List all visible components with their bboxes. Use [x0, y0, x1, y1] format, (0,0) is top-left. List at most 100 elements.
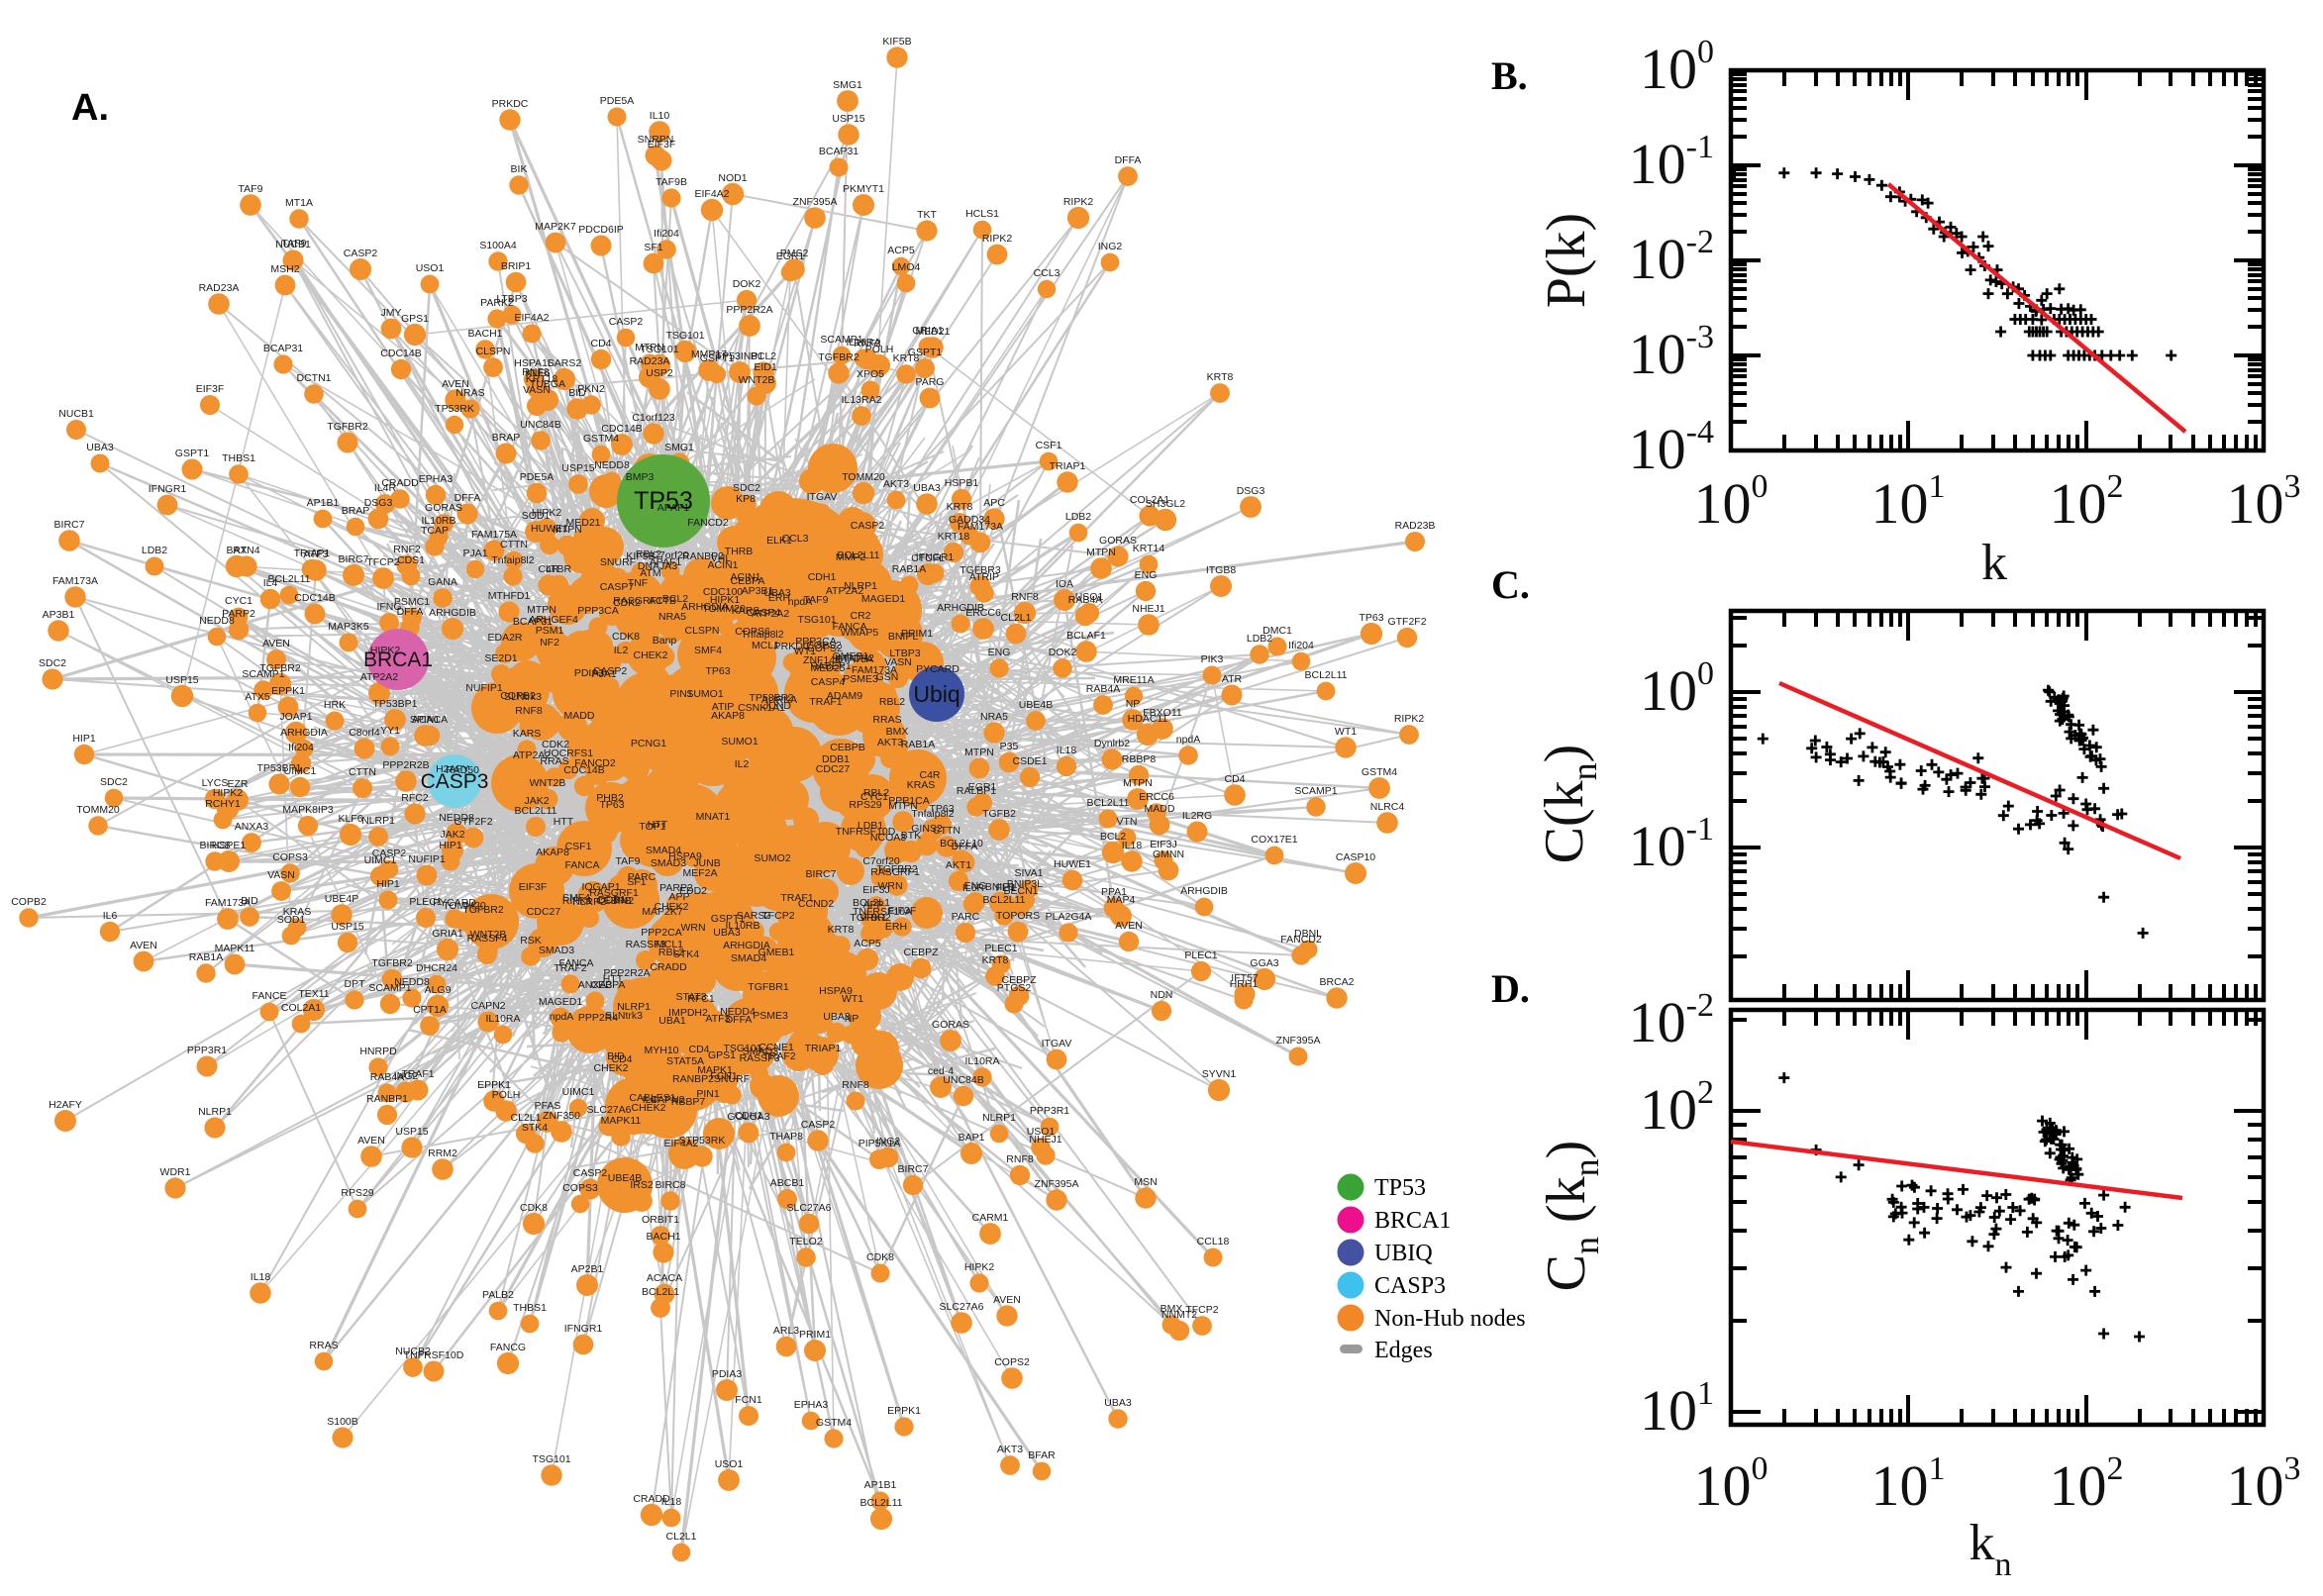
svg-text:DPT: DPT: [345, 978, 366, 990]
svg-text:PPP3CA: PPP3CA: [577, 605, 618, 617]
svg-text:NEDD8: NEDD8: [439, 812, 474, 824]
svg-text:IL10RA: IL10RA: [964, 1055, 999, 1067]
svg-text:KRAS: KRAS: [283, 906, 312, 918]
svg-text:IL6R: IL6R: [962, 882, 985, 894]
svg-text:MTPN: MTPN: [635, 342, 664, 353]
svg-text:NLRP2: NLRP2: [572, 896, 606, 908]
svg-text:HIP1: HIP1: [72, 733, 96, 745]
svg-text:HNRPD: HNRPD: [359, 1046, 397, 1057]
svg-text:UBA3: UBA3: [763, 587, 791, 599]
svg-text:UBIQ: UBIQ: [1374, 1241, 1433, 1266]
svg-text:ERH: ERH: [768, 592, 790, 604]
svg-text:Edges: Edges: [1374, 1338, 1433, 1363]
svg-text:NLRP1: NLRP1: [844, 580, 877, 592]
svg-text:DDB1: DDB1: [822, 753, 850, 765]
svg-text:NRA5: NRA5: [980, 711, 1008, 723]
svg-text:KRT8: KRT8: [982, 954, 1009, 966]
svg-text:PRKDC: PRKDC: [492, 98, 529, 110]
svg-text:EDA2R: EDA2R: [487, 632, 522, 644]
svg-text:CASP2: CASP2: [372, 848, 407, 859]
svg-text:Ifi204: Ifi204: [288, 742, 314, 753]
svg-text:WT1: WT1: [794, 646, 816, 657]
svg-text:BRIP1: BRIP1: [501, 260, 532, 272]
svg-text:PSME3: PSME3: [843, 673, 878, 685]
svg-text:TKT: TKT: [917, 209, 937, 221]
svg-text:RNF8: RNF8: [522, 366, 550, 378]
svg-text:ARHGDIB: ARHGDIB: [1180, 885, 1228, 897]
svg-text:APAF1: APAF1: [657, 502, 690, 514]
svg-text:IL10RB: IL10RB: [725, 920, 759, 932]
svg-text:ATX5: ATX5: [245, 691, 270, 703]
svg-text:CAPN2: CAPN2: [650, 1094, 684, 1106]
svg-text:BCL2L1: BCL2L1: [642, 1286, 679, 1298]
svg-text:TAF9: TAF9: [239, 183, 263, 195]
svg-text:HSPE1: HSPE1: [212, 840, 247, 851]
svg-text:PARC: PARC: [952, 911, 980, 923]
svg-text:ATP2A2: ATP2A2: [826, 585, 863, 597]
svg-text:UBE4B: UBE4B: [1019, 699, 1053, 711]
svg-text:POLH: POLH: [492, 1089, 521, 1101]
svg-text:CDK2: CDK2: [613, 597, 641, 609]
svg-text:CL2L1: CL2L1: [511, 1112, 542, 1124]
svg-text:DFFA: DFFA: [454, 492, 481, 504]
svg-text:SLC27A6: SLC27A6: [940, 1301, 984, 1313]
svg-text:PARC: PARC: [628, 871, 656, 883]
svg-text:HSPB1: HSPB1: [945, 477, 979, 489]
svg-text:EGR1: EGR1: [968, 781, 997, 793]
svg-text:CDH1: CDH1: [808, 571, 837, 583]
svg-text:SCAMP1: SCAMP1: [242, 668, 284, 680]
svg-text:BRCA1: BRCA1: [363, 648, 433, 671]
svg-text:RAD23A: RAD23A: [199, 282, 240, 294]
svg-text:BCAP31: BCAP31: [819, 146, 858, 157]
svg-text:MTPN: MTPN: [1086, 547, 1116, 558]
svg-text:TRAF2: TRAF2: [554, 962, 586, 974]
svg-text:ATM: ATM: [640, 567, 660, 579]
svg-text:USO1: USO1: [715, 1458, 744, 1470]
svg-text:RAD23A: RAD23A: [630, 355, 670, 367]
svg-text:BFAR: BFAR: [1028, 1449, 1056, 1461]
svg-text:CASP2: CASP2: [851, 520, 885, 532]
svg-text:GMNN: GMNN: [1153, 848, 1184, 860]
svg-text:AKT3: AKT3: [997, 1444, 1023, 1455]
svg-text:HTT: HTT: [603, 973, 624, 985]
svg-text:EIF3J: EIF3J: [1150, 839, 1176, 850]
svg-text:103: 103: [2227, 468, 2301, 536]
svg-text:TOP1: TOP1: [639, 821, 665, 833]
svg-text:TFCP2: TFCP2: [366, 556, 399, 568]
svg-text:PPP1CA: PPP1CA: [888, 795, 929, 807]
svg-text:ACIN1: ACIN1: [708, 559, 739, 571]
svg-text:STP53RK: STP53RK: [679, 1135, 726, 1147]
svg-text:GSPT1: GSPT1: [908, 347, 943, 358]
svg-text:SLC27A6: SLC27A6: [787, 1202, 832, 1214]
svg-text:FANCD2: FANCD2: [687, 517, 729, 529]
svg-text:ANXA3: ANXA3: [235, 821, 269, 833]
svg-text:CEBPB: CEBPB: [596, 895, 632, 907]
svg-text:TRIAP1: TRIAP1: [805, 1043, 842, 1054]
svg-text:PDCD6IP: PDCD6IP: [578, 224, 624, 236]
svg-text:COPS3: COPS3: [272, 851, 308, 863]
svg-text:STAT3: STAT3: [675, 991, 706, 1003]
svg-text:TRAF2: TRAF2: [762, 1050, 795, 1062]
svg-text:RRM2: RRM2: [428, 1147, 457, 1159]
svg-text:RPS29: RPS29: [849, 799, 881, 811]
svg-text:NLRP1: NLRP1: [982, 1112, 1016, 1124]
svg-text:PJA1: PJA1: [462, 548, 487, 559]
svg-text:NOD1: NOD1: [718, 172, 747, 184]
svg-text:IRS2: IRS2: [630, 1179, 654, 1191]
svg-text:CDK8: CDK8: [612, 631, 640, 643]
svg-text:LTBR: LTBR: [546, 563, 571, 575]
svg-text:IFNGR1: IFNGR1: [916, 551, 955, 563]
svg-text:TGFBR3: TGFBR3: [960, 564, 1001, 576]
svg-text:CD4: CD4: [611, 1053, 632, 1065]
svg-text:UIMC1: UIMC1: [364, 854, 397, 866]
svg-text:CDC14B: CDC14B: [294, 592, 335, 604]
svg-text:RBL2: RBL2: [863, 787, 889, 799]
svg-text:MTPN: MTPN: [527, 604, 556, 616]
svg-text:DDB1: DDB1: [598, 894, 626, 906]
svg-text:GSN: GSN: [876, 671, 899, 683]
svg-text:ERH: ERH: [885, 921, 907, 933]
svg-text:RAB1A: RAB1A: [189, 951, 223, 963]
svg-text:SCAMP1: SCAMP1: [820, 334, 862, 346]
svg-text:IL10RA: IL10RA: [485, 1013, 520, 1025]
svg-text:k: k: [1981, 535, 2007, 591]
